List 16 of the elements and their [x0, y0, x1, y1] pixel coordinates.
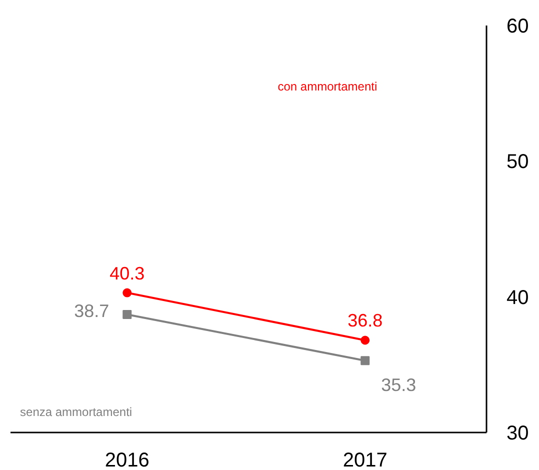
- data-label: 38.7: [74, 300, 110, 321]
- x-tick-label: 2016: [104, 450, 150, 470]
- data-label: 40.3: [110, 263, 145, 284]
- data-label: 36.8: [348, 310, 383, 331]
- point: [122, 310, 132, 319]
- y-tick-label: 50: [506, 151, 529, 174]
- x-tick-label: 2017: [342, 450, 388, 470]
- y-tick-label: 60: [506, 16, 529, 38]
- point: [122, 288, 132, 298]
- point: [360, 336, 370, 345]
- text: senza ammortamenti: [20, 405, 132, 420]
- text: con ammortamenti: [278, 80, 378, 94]
- y-tick-label: 40: [506, 286, 529, 309]
- data-label: 35.3: [381, 375, 416, 396]
- point: [360, 356, 370, 366]
- y-tick-label: 30: [506, 422, 529, 444]
